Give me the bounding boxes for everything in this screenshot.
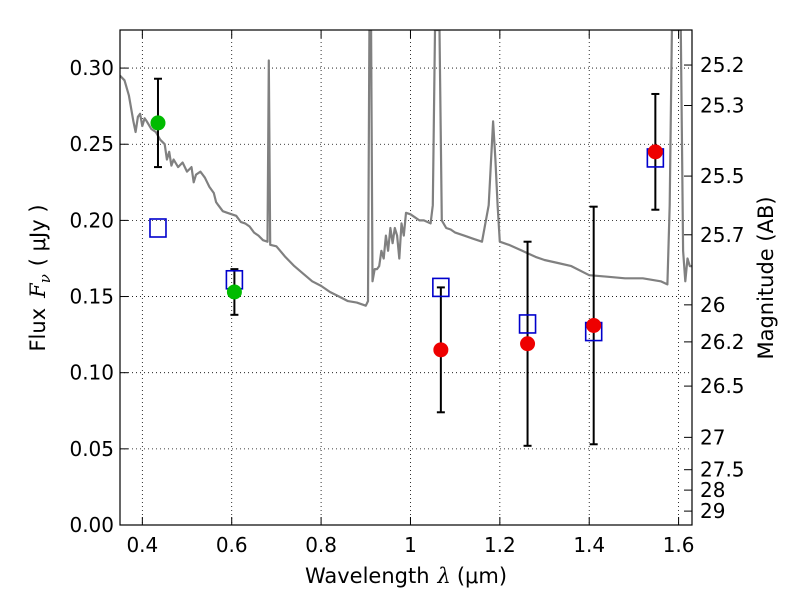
data-points xyxy=(149,115,665,358)
green-flux-point xyxy=(226,284,242,300)
spectrum-line xyxy=(120,30,692,307)
x-tick-label: 1.6 xyxy=(663,533,695,557)
y-tick-label: 0.00 xyxy=(69,513,114,537)
mag-tick-label: 26.5 xyxy=(700,374,745,398)
mag-tick-label: 25.2 xyxy=(700,53,745,77)
mag-tick-label: 28 xyxy=(700,478,725,502)
red-flux-point xyxy=(647,144,663,160)
spectrum-path xyxy=(120,30,692,307)
model-square-marker xyxy=(149,218,167,238)
x-tick-label: 0.6 xyxy=(216,533,248,557)
red-flux-point xyxy=(433,342,449,358)
mag-tick-label: 26 xyxy=(700,293,725,317)
x-tick-label: 0.4 xyxy=(126,533,158,557)
y-axis-ticks: 0.00 0.05 0.10 0.15 0.20 0.25 0.30 xyxy=(69,56,128,537)
red-flux-point xyxy=(586,317,602,333)
x-tick-label: 0.8 xyxy=(305,533,337,557)
y-axis-label: FluxFν( μJy ) xyxy=(26,204,54,351)
mag-tick-label: 27.5 xyxy=(700,458,745,482)
red-flux-point xyxy=(520,336,536,352)
x-tick-label: 1.4 xyxy=(573,533,605,557)
y-tick-label: 0.10 xyxy=(69,361,114,385)
y-tick-label: 0.05 xyxy=(69,437,114,461)
y-tick-label: 0.30 xyxy=(69,56,114,80)
model-square-marker xyxy=(518,314,537,334)
x-axis-label: Wavelength λ (μm) xyxy=(305,564,507,588)
x-tick-label: 1 xyxy=(404,533,417,557)
y-tick-label: 0.15 xyxy=(69,285,114,309)
x-tick-label: 1.2 xyxy=(484,533,516,557)
plot-frame xyxy=(119,29,693,526)
mag-tick-label: 25.5 xyxy=(700,164,745,188)
x-axis-ticks: 0.4 0.6 0.8 1 1.2 1.4 1.6 xyxy=(126,30,695,557)
mag-tick-label: 25.3 xyxy=(700,94,745,118)
y-tick-label: 0.25 xyxy=(69,132,114,156)
green-flux-point xyxy=(150,115,166,131)
magnitude-axis-label: Magnitude (AB) xyxy=(754,196,778,359)
error-bars xyxy=(153,77,660,447)
mag-tick-label: 29 xyxy=(700,499,725,523)
model-square-marker xyxy=(432,277,450,298)
mag-tick-label: 25.7 xyxy=(700,223,745,247)
mag-tick-label: 26.2 xyxy=(700,330,745,354)
y-tick-label: 0.20 xyxy=(69,208,114,232)
mag-tick-label: 27 xyxy=(700,425,725,449)
